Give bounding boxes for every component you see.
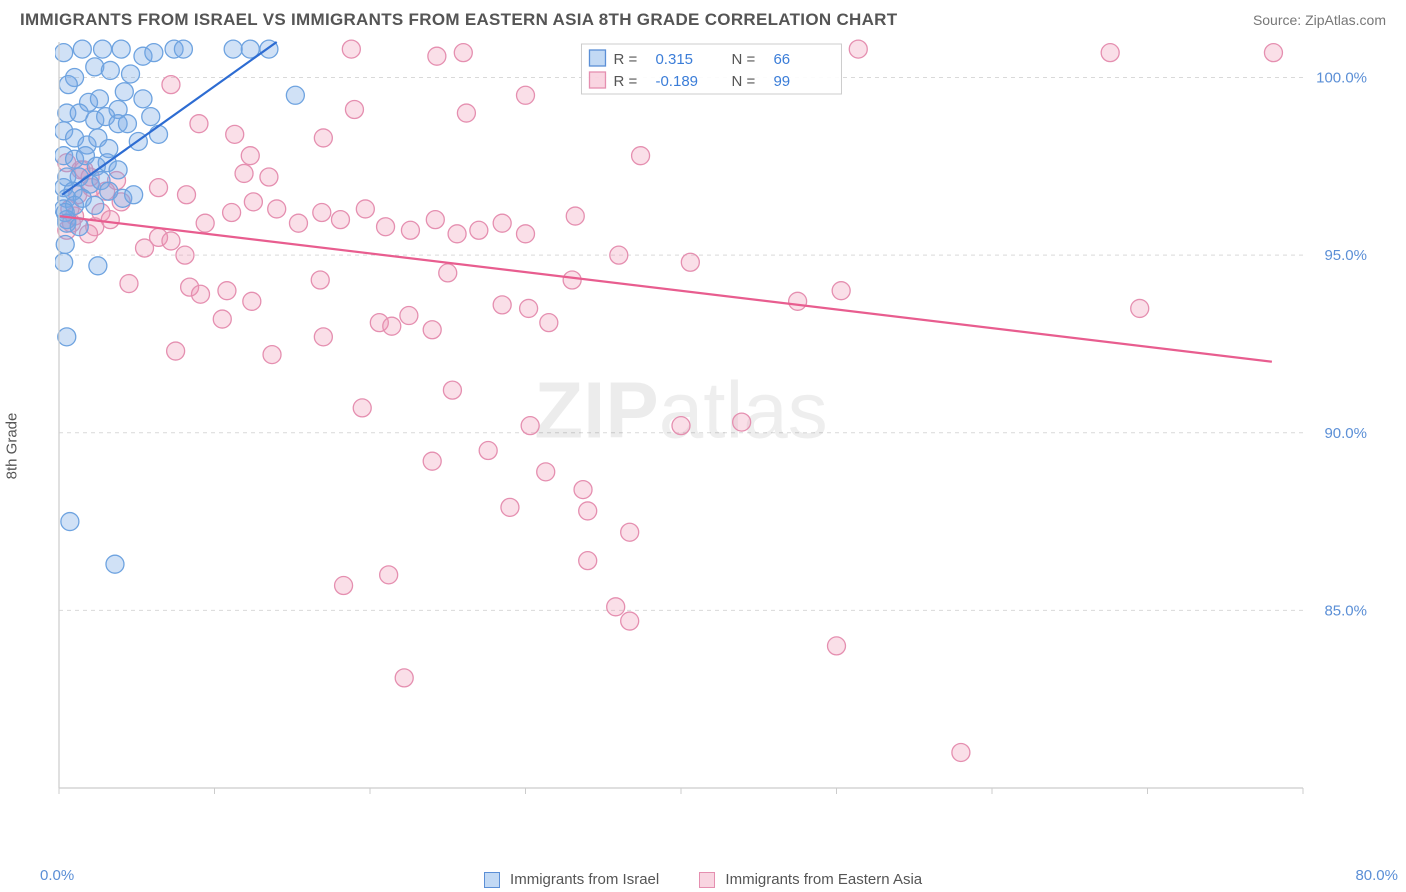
svg-text:85.0%: 85.0%: [1324, 602, 1367, 619]
chart-area: 85.0% 90.0% 95.0% 100.0% ZIPatlas R = 0.315 N =…: [55, 38, 1375, 818]
svg-text:N =: N =: [731, 73, 755, 90]
swatch-eastasia: [699, 872, 715, 888]
legend-label-israel: Immigrants from Israel: [510, 871, 659, 888]
legend-item-eastasia: Immigrants from Eastern Asia: [699, 871, 922, 888]
svg-text:-0.189: -0.189: [655, 73, 698, 90]
x-max-label: 80.0%: [1355, 867, 1398, 884]
svg-text:90.0%: 90.0%: [1324, 425, 1367, 442]
svg-text:66: 66: [773, 51, 790, 68]
bottom-legend: 0.0% Immigrants from Israel Immigrants f…: [0, 863, 1406, 892]
svg-text:N =: N =: [731, 51, 755, 68]
svg-text:99: 99: [773, 73, 790, 90]
x-min-label: 0.0%: [40, 867, 74, 884]
legend-label-eastasia: Immigrants from Eastern Asia: [725, 871, 922, 888]
svg-text:R =: R =: [613, 73, 637, 90]
scatter-chart: 85.0% 90.0% 95.0% 100.0% ZIPatlas R = 0.315 N =…: [55, 38, 1375, 818]
svg-text:ZIPatlas: ZIPatlas: [534, 365, 827, 454]
swatch-israel: [484, 872, 500, 888]
chart-title: IMMIGRANTS FROM ISRAEL VS IMMIGRANTS FRO…: [20, 10, 897, 30]
y-axis-label: 8th Grade: [4, 413, 21, 480]
header: IMMIGRANTS FROM ISRAEL VS IMMIGRANTS FRO…: [0, 0, 1406, 36]
svg-text:100.0%: 100.0%: [1316, 70, 1367, 87]
svg-text:R =: R =: [613, 51, 637, 68]
source-label: Source: ZipAtlas.com: [1253, 12, 1386, 28]
legend-item-israel: Immigrants from Israel: [484, 871, 659, 888]
svg-text:95.0%: 95.0%: [1324, 247, 1367, 264]
svg-text:0.315: 0.315: [655, 51, 693, 68]
